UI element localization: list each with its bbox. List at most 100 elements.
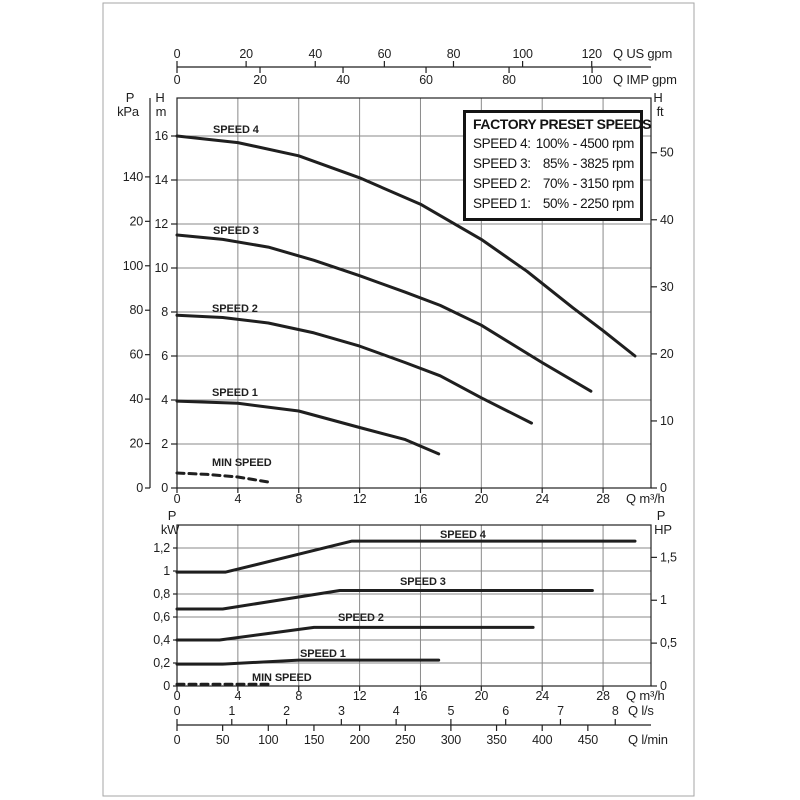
kpa-tick-label: 20 [129, 214, 143, 228]
head-q-tick-label: 8 [295, 492, 302, 506]
us-gpm-tick-label: 120 [582, 47, 603, 61]
hp-tick-label: 1,5 [660, 550, 677, 564]
legend-rpm: - 2250 rpm [572, 196, 635, 211]
head-q-unit-label: Q m³/h [626, 491, 665, 506]
us-gpm-tick-label: 100 [512, 47, 533, 61]
hp-axis-header: P [657, 508, 665, 523]
legend-rpm: - 3150 rpm [572, 176, 635, 191]
us-gpm-tick-label: 60 [378, 47, 392, 61]
kpa-axis-header: P [126, 90, 134, 105]
kw-tick-label: 1 [163, 564, 170, 578]
kpa-tick-label: 20 [129, 437, 143, 451]
m-tick-label: 8 [161, 305, 168, 319]
m-tick-label: 0 [161, 481, 168, 495]
power-curve-speed-3 [175, 589, 594, 611]
legend-speed-label: SPEED 4: [473, 136, 531, 151]
head-q-tick-label: 20 [475, 492, 489, 506]
l-s-tick-label: 6 [502, 704, 509, 718]
page-frame [102, 2, 695, 797]
imp-gpm-tick-label: 60 [419, 73, 433, 87]
power-curve-label-speed-4: SPEED 4 [440, 529, 487, 541]
power-plot-border [176, 524, 652, 687]
legend-row-speed1: SPEED 1: 50% - 2250 rpm [473, 194, 634, 214]
legend-percent: 85% [542, 156, 569, 171]
l-min-tick-label: 100 [258, 733, 279, 747]
ft-tick-label: 40 [660, 213, 674, 227]
head-q-tick-label: 28 [596, 492, 610, 506]
l-min-unit-label: Q l/min [628, 732, 668, 747]
power-q-unit-label: Q m³/h [626, 688, 665, 703]
head-q-tick-label: 16 [414, 492, 428, 506]
imp-gpm-unit-label: Q IMP gpm [613, 72, 677, 87]
ft-tick-label: 20 [660, 347, 674, 361]
curve-min-speed [175, 471, 273, 484]
ft-axis-header: H [653, 90, 662, 105]
factory-preset-speeds-legend: FACTORY PRESET SPEEDS SPEED 4: 100% - 45… [463, 110, 652, 221]
hp-tick-label: 0 [660, 679, 667, 693]
kw-tick-label: 0,4 [153, 633, 170, 647]
legend-row-speed2: SPEED 2: 70% - 3150 rpm [473, 174, 634, 194]
l-min-tick-label: 300 [441, 733, 462, 747]
power-curve-speed-2 [175, 625, 535, 642]
hp-tick-label: 0,5 [660, 636, 677, 650]
l-s-tick-label: 2 [283, 704, 290, 718]
curve-speed-1 [175, 399, 441, 456]
us-gpm-tick-label: 80 [447, 47, 461, 61]
legend-percent: 70% [542, 176, 569, 191]
head-chart: 14020100806040200PkPa0246810121416Hm0102… [117, 90, 674, 506]
ft-axis-header: ft [657, 104, 664, 119]
imp-gpm-tick-label: 0 [174, 73, 181, 87]
l-s-tick-label: 4 [393, 704, 400, 718]
power-q-tick-label: 12 [353, 689, 367, 703]
curve-label-speed-3: SPEED 3 [213, 225, 259, 237]
head-q-tick-label: 24 [535, 492, 549, 506]
us-gpm-tick-label: 0 [174, 47, 181, 61]
power-q-tick-label: 28 [596, 689, 610, 703]
m-tick-label: 12 [154, 217, 168, 231]
m-axis-header: H [155, 90, 164, 105]
power-q-tick-label: 8 [295, 689, 302, 703]
kw-tick-label: 0,8 [153, 587, 170, 601]
kpa-tick-label: 140 [123, 170, 144, 184]
kpa-tick-label: 100 [123, 259, 144, 273]
l-s-tick-label: 1 [228, 704, 235, 718]
legend-speed-label: SPEED 3: [473, 156, 531, 171]
m-tick-label: 10 [154, 261, 168, 275]
curve-label-speed-2: SPEED 2 [212, 303, 258, 315]
l-min-tick-label: 450 [578, 733, 599, 747]
m-tick-label: 16 [154, 129, 168, 143]
power-q-tick-label: 4 [234, 689, 241, 703]
kpa-axis-header: kPa [117, 104, 140, 119]
power-q-tick-label: 24 [535, 689, 549, 703]
kpa-tick-label: 80 [129, 303, 143, 317]
imp-gpm-tick-label: 40 [336, 73, 350, 87]
kw-axis-header: P [168, 508, 176, 523]
power-curve-label-speed-3: SPEED 3 [400, 576, 446, 588]
l-s-unit-label: Q l/s [628, 703, 654, 718]
legend-title: FACTORY PRESET SPEEDS [473, 116, 652, 132]
power-q-tick-label: 16 [414, 689, 428, 703]
l-s-tick-label: 7 [557, 704, 564, 718]
l-s-tick-label: 8 [612, 704, 619, 718]
legend-speed-label: SPEED 1: [473, 196, 531, 211]
l-s-tick-label: 0 [174, 704, 181, 718]
imp-gpm-tick-label: 20 [253, 73, 267, 87]
legend-percent: 100% [535, 136, 569, 151]
head-plot-border [176, 97, 652, 489]
power-curve-speed-4 [175, 539, 637, 574]
curve-speed-3 [175, 233, 593, 393]
kw-axis-header: kW [161, 522, 180, 537]
l-min-tick-label: 200 [349, 733, 370, 747]
legend-row-speed3: SPEED 3: 85% - 3825 rpm [473, 154, 634, 174]
us-gpm-unit-label: Q US gpm [613, 46, 672, 61]
m-axis-header: m [156, 104, 167, 119]
curve-label-speed-1: SPEED 1 [212, 387, 258, 399]
legend-percent: 50% [542, 196, 569, 211]
kw-tick-label: 0 [163, 679, 170, 693]
legend-rpm: - 3825 rpm [572, 156, 635, 171]
l-min-tick-label: 50 [216, 733, 230, 747]
top-flow-axis: 0 20 40 60 80 100 120 Q US gpm 0 20 40 60 80 100 Q IMP… [174, 46, 677, 87]
